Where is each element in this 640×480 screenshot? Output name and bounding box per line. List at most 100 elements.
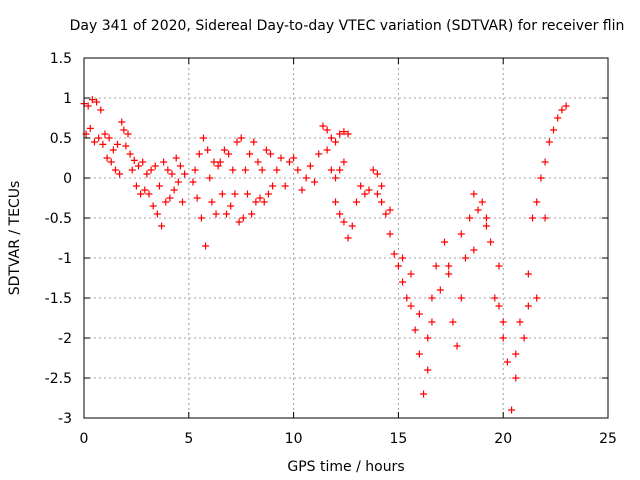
data-point [378,182,386,190]
data-point [111,166,119,174]
x-axis-ticks: 0 5 10 15 20 25 [80,58,617,447]
data-point [415,350,423,358]
data-point [411,326,419,334]
data-point [256,194,264,202]
data-point [151,162,159,170]
data-point [457,294,465,302]
data-points [80,96,570,414]
data-point [332,174,340,182]
data-point [191,166,199,174]
data-point [424,366,432,374]
data-point [179,198,187,206]
x-tick-label: 20 [494,431,512,447]
data-point [332,138,340,146]
data-point [252,198,260,206]
chart-title: Day 341 of 2020, Sidereal Day-to-day VTE… [70,18,625,34]
data-point [285,158,293,166]
data-point [126,150,134,158]
data-point [246,150,254,158]
data-point [550,126,558,134]
x-tick-label: 10 [285,431,303,447]
data-point [306,162,314,170]
data-point [86,124,94,132]
data-point [512,350,520,358]
data-point [231,190,239,198]
data-point [420,390,428,398]
data-point [466,214,474,222]
data-point [214,162,222,170]
data-point [239,214,247,222]
data-point [164,166,172,174]
y-axis-ticks: -3 -2.5 -2 -1.5 -1 -0.5 0 0.5 1 1.5 [45,51,608,427]
data-point [166,194,174,202]
y-tick-label: 1 [63,91,72,107]
data-point [264,190,272,198]
data-point [250,138,258,146]
data-point [336,166,344,174]
data-point [365,186,373,194]
y-tick-label: 0 [63,171,72,187]
data-point [162,198,170,206]
data-point [529,214,537,222]
data-point [533,198,541,206]
data-point [348,222,356,230]
data-point [319,122,327,130]
data-point [562,102,570,110]
data-point [474,206,482,214]
data-point [369,166,377,174]
data-point [520,334,528,342]
data-point [95,134,103,142]
data-point [394,262,402,270]
data-point [172,154,180,162]
data-point [254,158,262,166]
data-point [298,186,306,194]
data-point [130,156,138,164]
data-point [294,166,302,174]
data-point [332,198,340,206]
data-point [445,262,453,270]
data-point [273,166,281,174]
data-point [327,134,335,142]
y-tick-label: -1 [58,251,72,267]
data-point [118,118,126,126]
data-point [344,234,352,242]
data-point [281,182,289,190]
data-point [262,146,270,154]
data-point [399,254,407,262]
data-point [216,158,224,166]
data-point [482,214,490,222]
data-point [132,182,140,190]
data-point [445,270,453,278]
data-point [243,190,251,198]
data-point [237,134,245,142]
data-point [174,178,182,186]
data-point [116,170,124,178]
data-point [340,128,348,136]
data-point [120,126,128,134]
data-point [382,210,390,218]
data-point [327,166,335,174]
data-point [428,318,436,326]
data-point [524,302,532,310]
data-point [386,230,394,238]
y-tick-label: 1.5 [50,51,72,67]
data-point [487,238,495,246]
data-point [260,198,268,206]
data-point [168,170,176,178]
data-point [139,158,147,166]
data-point [323,126,331,134]
data-point [103,154,111,162]
data-point [441,238,449,246]
data-point [176,162,184,170]
y-axis-label: SDTVAR / TECUs [7,181,23,296]
data-point [340,218,348,226]
data-point [128,166,136,174]
data-point [88,96,96,104]
data-point [160,158,168,166]
data-point [424,334,432,342]
data-point [482,222,490,230]
data-point [105,134,113,142]
data-point [407,270,415,278]
data-point [143,170,151,178]
